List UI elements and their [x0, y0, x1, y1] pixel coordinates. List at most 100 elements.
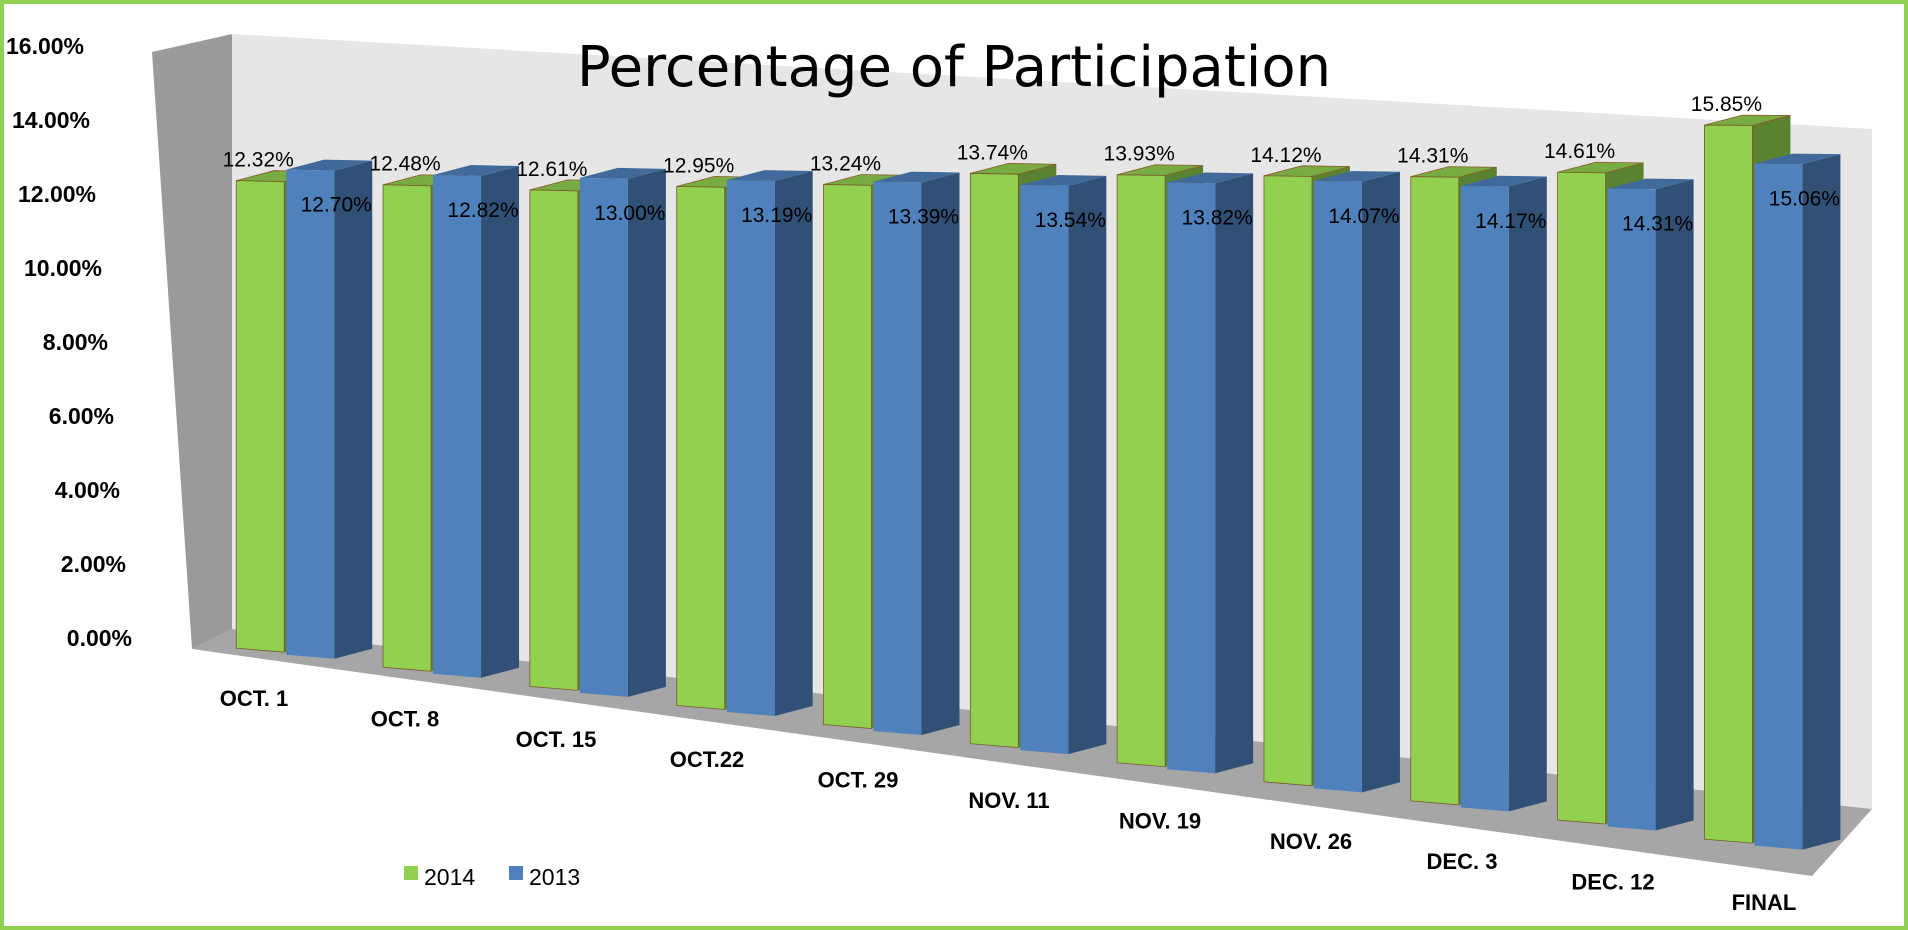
- bar-side: [627, 168, 666, 697]
- side-wall: [152, 34, 232, 649]
- bar-front: [969, 173, 1019, 749]
- data-label-2013-3: 13.00%: [594, 202, 665, 225]
- y-tick-label: 4.00%: [55, 477, 120, 503]
- x-tick-label: OCT. 1: [220, 686, 288, 711]
- bar-top: [1313, 171, 1400, 182]
- data-label-2014-2: 12.48%: [369, 153, 440, 176]
- x-tick-label: FINAL: [1732, 890, 1797, 915]
- legend-label-2013: 2013: [529, 864, 580, 890]
- bar-front: [286, 169, 335, 659]
- bar-front: [726, 180, 775, 716]
- bar-front: [382, 184, 432, 672]
- bar-front: [823, 184, 872, 729]
- bar-front: [1460, 185, 1509, 812]
- x-tick-label: OCT. 15: [516, 727, 597, 752]
- bar-side: [1802, 154, 1841, 850]
- bar-front: [235, 180, 285, 653]
- chart-title: Percentage of Participation: [577, 35, 1331, 100]
- participation-chart: 0.00% 2.00% 4.00% 6.00% 8.00% 10.00% 12.00% 14.…: [6, 33, 1872, 915]
- x-tick-label: OCT. 29: [818, 768, 899, 793]
- bar-front: [1263, 175, 1313, 787]
- data-label-2013-5: 13.39%: [888, 206, 959, 229]
- data-label-2014-3: 12.61%: [516, 158, 587, 181]
- y-tick-label: 8.00%: [43, 329, 108, 355]
- bar-front: [1020, 184, 1069, 755]
- data-label-2013-9: 14.17%: [1475, 210, 1546, 233]
- bar-2013-3: [579, 167, 666, 697]
- data-label-2013-10: 14.31%: [1622, 213, 1693, 236]
- data-label-2013-6: 13.54%: [1035, 209, 1106, 232]
- x-tick-label: OCT.22: [670, 747, 745, 772]
- bar-front: [1313, 181, 1362, 793]
- x-tick-label: DEC. 12: [1571, 870, 1654, 895]
- bar-front: [1557, 171, 1606, 825]
- bar-side: [1361, 171, 1400, 793]
- y-tick-label: 2.00%: [61, 551, 126, 577]
- data-label-2013-4: 13.19%: [741, 204, 812, 227]
- bar-top: [1460, 175, 1547, 187]
- bar-2013-5: [873, 171, 960, 736]
- data-label-2013-7: 13.82%: [1182, 207, 1253, 230]
- bar-2013-11: [1754, 153, 1841, 850]
- bar-side: [1508, 176, 1547, 812]
- y-axis-labels: 0.00% 2.00% 4.00% 6.00% 8.00% 10.00% 12.00% 14.…: [6, 33, 132, 651]
- data-label-2014-9: 14.31%: [1397, 145, 1468, 168]
- data-label-2014-10: 14.61%: [1544, 140, 1615, 163]
- y-tick-label: 0.00%: [67, 625, 132, 651]
- bar-top: [873, 171, 960, 183]
- bar-top: [1167, 172, 1254, 184]
- data-label-2014-7: 13.93%: [1104, 143, 1175, 166]
- bar-front: [1167, 182, 1216, 774]
- bar-top: [579, 167, 666, 179]
- legend-label-2014: 2014: [424, 864, 475, 890]
- data-label-2013-11: 15.06%: [1769, 188, 1840, 211]
- y-tick-label: 12.00%: [18, 181, 96, 207]
- bar-top: [1607, 178, 1694, 190]
- data-label-2013-1: 12.70%: [301, 194, 372, 217]
- x-tick-label: OCT. 8: [371, 706, 439, 731]
- bar-2013-2: [433, 165, 520, 678]
- data-label-2014-6: 13.74%: [957, 141, 1028, 164]
- bar-side: [1655, 179, 1694, 831]
- legend-swatch-2014: [404, 866, 418, 880]
- data-label-2014-8: 14.12%: [1250, 144, 1321, 167]
- bar-top: [726, 170, 813, 182]
- bar-2013-6: [1020, 174, 1107, 755]
- chart-bars: [235, 114, 1841, 850]
- bar-2013-10: [1607, 178, 1694, 831]
- legend-swatch-2013: [509, 866, 523, 880]
- y-tick-label: 14.00%: [12, 107, 90, 133]
- bar-side: [1215, 173, 1254, 774]
- bar-front: [1410, 176, 1460, 806]
- bar-side: [1068, 175, 1107, 755]
- bar-side: [334, 160, 373, 659]
- y-tick-label: 6.00%: [49, 403, 114, 429]
- bar-2013-8: [1313, 171, 1400, 793]
- bar-front: [1754, 163, 1803, 850]
- y-tick-label: 10.00%: [24, 255, 102, 281]
- bar-front: [1704, 124, 1753, 844]
- bar-side: [774, 171, 813, 716]
- bar-side: [481, 166, 520, 678]
- bar-top: [1754, 153, 1841, 165]
- bar-front: [1116, 174, 1166, 768]
- bar-2013-7: [1167, 172, 1254, 774]
- bar-front: [1607, 188, 1656, 831]
- bar-top: [286, 159, 373, 171]
- bar-top: [1020, 174, 1107, 186]
- x-tick-label: DEC. 3: [1427, 849, 1498, 874]
- data-label-2014-5: 13.24%: [810, 152, 881, 175]
- x-tick-label: NOV. 26: [1270, 829, 1352, 854]
- x-tick-label: NOV. 19: [1119, 808, 1201, 833]
- bar-2013-9: [1460, 175, 1547, 812]
- bar-front: [676, 185, 726, 710]
- legend: 2014 2013: [404, 864, 580, 890]
- data-label-2014-11: 15.85%: [1691, 93, 1762, 116]
- bar-side: [921, 172, 960, 736]
- bar-front: [873, 181, 922, 736]
- x-axis-labels: OCT. 1 OCT. 8 OCT. 15 OCT.22 OCT. 29 NOV. 11 N…: [220, 686, 1797, 915]
- bar-2013-4: [726, 170, 813, 716]
- bar-front: [433, 175, 482, 678]
- data-label-2013-8: 14.07%: [1328, 205, 1399, 228]
